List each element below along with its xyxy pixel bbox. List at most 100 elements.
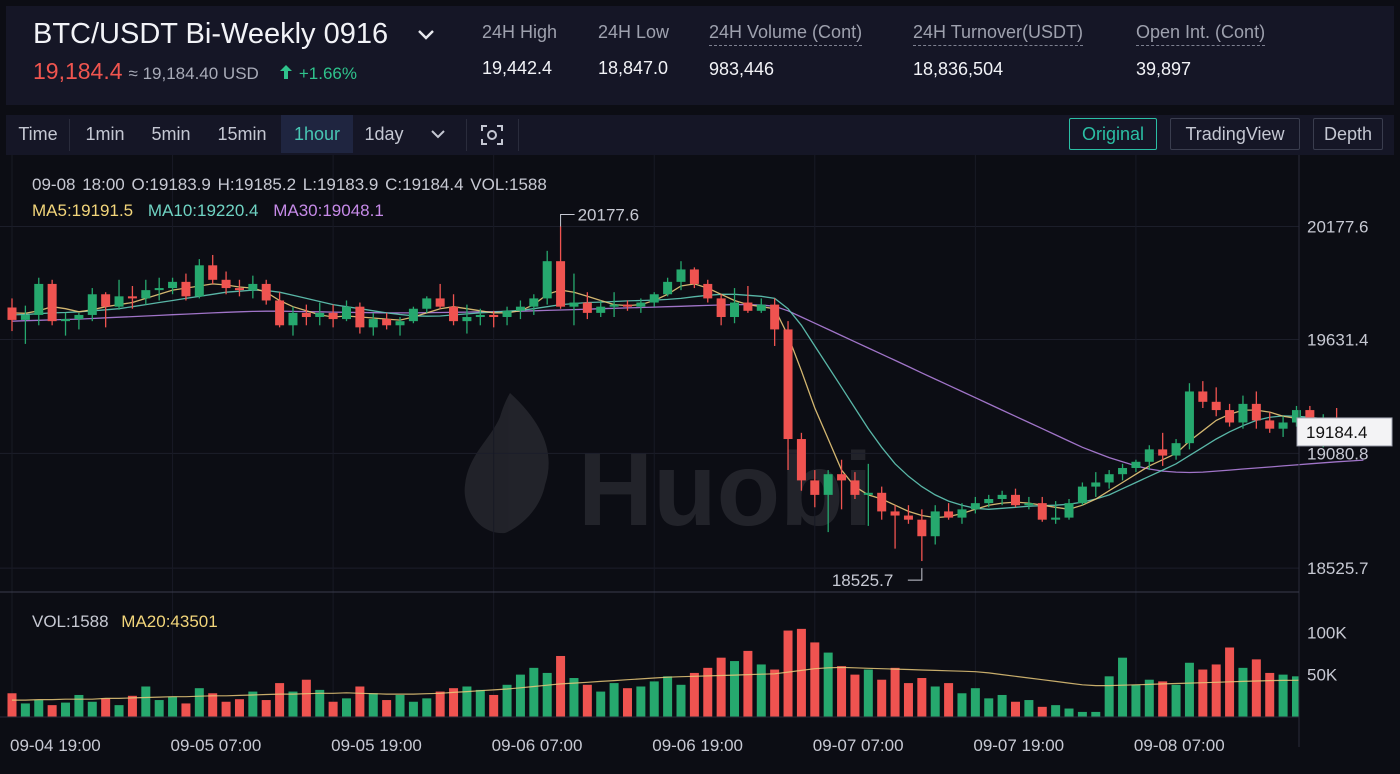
volume-bar [1091,711,1101,717]
price-row: 19,184.4 ≈ 19,184.40 USD +1.66% [33,58,357,85]
candle-body [435,298,445,307]
volume-bar [649,681,659,717]
candle-body [1184,391,1194,444]
chart-background [0,155,1400,774]
chevron-down-icon[interactable] [416,28,436,42]
stat-value: 18,836,504 [913,59,1004,79]
volume-bar [368,693,378,717]
volume-tick-label: 50K [1307,666,1338,685]
candlestick-chart[interactable]: Huobi 20177.6 19631.4 19080.8 18525.7 100K 50… [0,155,1400,774]
candle-body [141,290,151,299]
candle-body [275,300,285,326]
volume-bar [462,686,472,717]
chart-area[interactable]: Huobi 20177.6 19631.4 19080.8 18525.7 100K 50… [0,155,1400,774]
volume-bar [1238,667,1248,717]
candle-body [1198,391,1208,402]
candle-body [1238,403,1248,423]
stat-24h-high: 24H High 19,442.4 [482,22,557,79]
candle-body [395,321,405,326]
candle-body [837,474,847,481]
volume-bar [1171,684,1181,717]
stat-label[interactable]: 24H Turnover(USDT) [913,22,1084,46]
interval-1day[interactable]: 1day [364,124,404,144]
volume-bar [208,693,218,717]
volume-bar [194,688,204,717]
volume-bar [903,683,913,717]
volume-bar [154,700,164,717]
current-price-tag: 19184.4 [1306,423,1367,442]
candle-body [47,283,57,322]
time-tick-label: 09-05 07:00 [171,736,262,755]
volume-bar [20,703,30,717]
volume-ma20-line [12,666,1299,701]
volume-bar [997,694,1007,717]
candle-body [1158,449,1168,456]
candle-body [1037,503,1047,520]
view-depth-button[interactable]: Depth [1313,118,1383,150]
candle-body [1077,486,1087,504]
chart-toolbar: Time 1min 5min 15min 1hour 1day Original… [6,115,1394,155]
candle-body [1211,401,1221,411]
stat-label[interactable]: 24H Volume (Cont) [709,22,863,46]
volume-bar [796,628,806,717]
candle-body [863,492,873,495]
volume-tick-label: 100K [1307,623,1347,642]
stat-open-interest[interactable]: Open Int. (Cont) 39,897 [1136,22,1266,80]
candle-body [1131,461,1141,468]
volume-bar [676,684,686,717]
interval-5min[interactable]: 5min [151,124,191,144]
candle-body [315,312,325,318]
volume-bar [1064,708,1074,717]
candle-body [1265,420,1275,429]
chevron-down-icon[interactable] [430,129,446,140]
time-tick-label: 09-07 07:00 [813,736,904,755]
contract-symbol[interactable]: BTC/USDT Bi-Weekly 0916 [33,18,389,50]
candle-body [1091,482,1101,487]
interval-15min[interactable]: 15min [217,124,267,144]
last-price: 19,184.4 [33,58,123,84]
candle-body [1144,449,1154,462]
market-header: BTC/USDT Bi-Weekly 0916 19,184.4 ≈ 19,18… [6,6,1394,105]
candle-body [1118,467,1128,475]
volume-bar [181,703,191,717]
volume-bar [489,694,499,717]
view-tradingview-button[interactable]: TradingView [1170,118,1300,150]
interval-1hour[interactable]: 1hour [281,115,353,153]
volume-bar [422,698,432,717]
interval-1min[interactable]: 1min [85,124,125,144]
time-tick-label: 09-08 07:00 [1134,736,1225,755]
candle-body [328,312,338,320]
candle-body [770,304,780,330]
volume-bar [234,699,244,717]
candle-body [87,294,97,315]
volume-bar [957,693,967,717]
candle-body [261,283,271,301]
volume-bar [1011,701,1020,717]
ma5-line [11,283,1364,519]
volume-bar [7,693,17,717]
stat-24h-turnover[interactable]: 24H Turnover(USDT) 18,836,504 [913,22,1084,80]
volume-bar [101,698,111,717]
candle-body [1024,503,1034,506]
volume-bar [1077,711,1087,717]
candle-body [917,519,927,537]
volume-bar [34,700,44,717]
volume-bar [609,683,619,717]
candle-body [449,306,459,322]
stat-24h-volume[interactable]: 24H Volume (Cont) 983,446 [709,22,863,80]
screenshot-icon[interactable] [480,124,504,146]
svg-text:Huobi: Huobi [578,432,873,548]
volume-bar [248,691,258,717]
candle-body [556,261,566,307]
volume-bar [730,661,740,717]
volume-bar [556,655,566,717]
volume-bar [596,691,606,717]
view-original-button[interactable]: Original [1069,118,1157,150]
interval-time[interactable]: Time [18,124,58,144]
volume-bar [1251,659,1261,717]
volume-bar [837,666,847,717]
stat-label: 24H Low [598,22,670,42]
volume-bar [435,691,445,717]
candle-body [301,312,311,318]
stat-label[interactable]: Open Int. (Cont) [1136,22,1266,46]
